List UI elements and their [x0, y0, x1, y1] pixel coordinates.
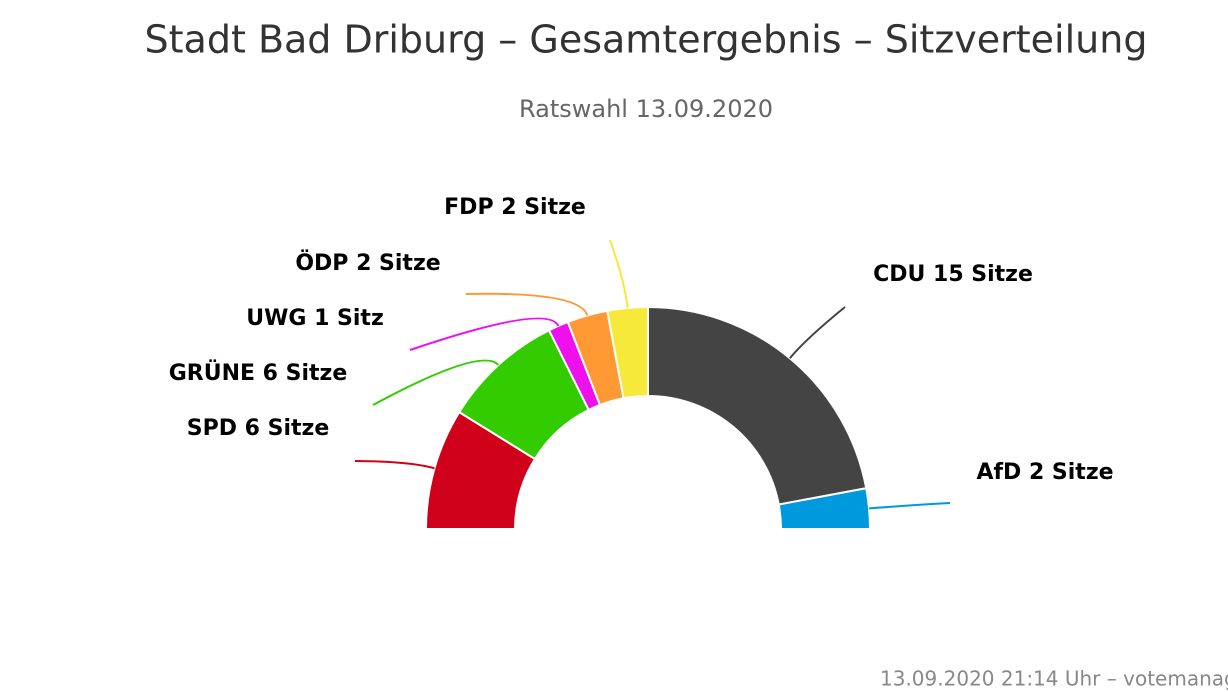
- connector: [465, 292, 589, 316]
- data-label: AfD 2 Sitze: [976, 460, 1113, 485]
- connector: [789, 306, 846, 359]
- slice: [777, 487, 872, 530]
- data-label: ÖDP 2 Sitze: [295, 250, 440, 276]
- data-label: SPD 6 Sitze: [187, 416, 329, 441]
- footer: 13.09.2020 21:14 Uhr – votemanager: [880, 667, 1228, 691]
- connector: [868, 502, 951, 510]
- data-label: GRÜNE 6 Sitze: [169, 360, 348, 386]
- connector: [372, 359, 500, 406]
- connector: [609, 239, 629, 309]
- data-label: CDU 15 Sitze: [873, 262, 1033, 287]
- chart-subtitle: Ratswahl 13.09.2020: [519, 95, 773, 123]
- slice: [647, 305, 868, 506]
- data-label: UWG 1 Sitz: [246, 306, 384, 331]
- chart-title: Stadt Bad Driburg – Gesamtergebnis – Sit…: [145, 18, 1148, 62]
- connector: [354, 460, 435, 470]
- connector: [409, 317, 560, 351]
- data-label: FDP 2 Sitze: [444, 195, 586, 220]
